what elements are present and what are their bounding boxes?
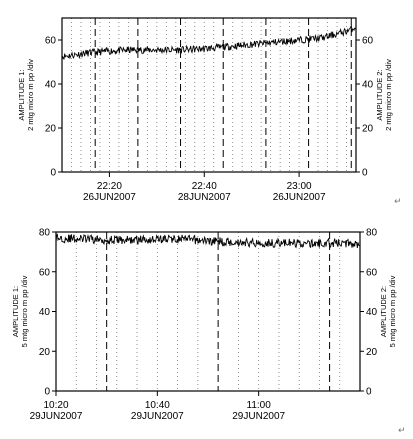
y-tick-label-right: 60 (362, 36, 374, 47)
y-tick-label-left: 0 (50, 168, 56, 179)
y-tick-label-right: 20 (366, 347, 378, 358)
series-line (55, 233, 361, 249)
y-tick-label-left: 20 (39, 347, 51, 358)
y-tick-label-left: 0 (44, 387, 50, 398)
series-line (61, 24, 357, 61)
y-axis-title-left: AMPLITUDE 1: (17, 69, 26, 120)
x-tick-label-date: 26JUN2007 (273, 192, 326, 203)
y-tick-label-left: 40 (39, 307, 51, 318)
y-axis-title-left: AMPLITUDE 1: (11, 286, 20, 337)
y-axis-title-left: 2 mtg micro m pp /div (26, 59, 35, 131)
x-tick-label-time: 22:20 (97, 181, 122, 192)
x-tick-label-date: 29JUN2007 (232, 411, 285, 422)
x-tick-label-date: 29JUN2007 (131, 411, 184, 422)
y-tick-label-right: 80 (366, 228, 378, 239)
y-tick-label-left: 20 (45, 124, 57, 135)
x-tick-label-time: 11:00 (247, 400, 272, 411)
plot-frame (55, 231, 361, 392)
y-tick-label-right: 40 (366, 307, 378, 318)
y-axis-title-right: AMPLITUDE 2: (375, 69, 384, 120)
y-axis-title-right: 2 mtg micro m pp /div (384, 59, 393, 131)
plot-frame (61, 17, 357, 173)
paragraph-mark-1: ↵ (394, 197, 402, 207)
y-tick-label-left: 60 (45, 36, 57, 47)
y-tick-label-left: 40 (45, 80, 57, 91)
y-tick-label-right: 60 (366, 267, 378, 278)
x-tick-label-time: 10:20 (43, 400, 68, 411)
y-tick-label-right: 0 (362, 168, 368, 179)
y-axis-title-right: 5 mtg micro m pp /div (388, 275, 397, 347)
y-axis-title-left: 5 mtg micro m pp /div (20, 275, 29, 347)
x-tick-label-time: 23:00 (287, 181, 312, 192)
y-tick-label-right: 0 (366, 387, 372, 398)
y-tick-label-left: 60 (39, 267, 51, 278)
paragraph-mark-2: ↵ (398, 426, 406, 436)
x-tick-label-date: 29JUN2007 (30, 411, 83, 422)
x-tick-label-date: 28JUN2007 (178, 192, 231, 203)
x-tick-label-date: 26JUN2007 (83, 192, 136, 203)
y-tick-label-right: 40 (362, 80, 374, 91)
y-tick-label-left: 80 (39, 228, 51, 239)
y-tick-label-right: 20 (362, 124, 374, 135)
x-tick-label-time: 22:40 (192, 181, 217, 192)
y-axis-title-right: AMPLITUDE 2: (379, 286, 388, 337)
x-tick-label-time: 10:40 (145, 400, 170, 411)
